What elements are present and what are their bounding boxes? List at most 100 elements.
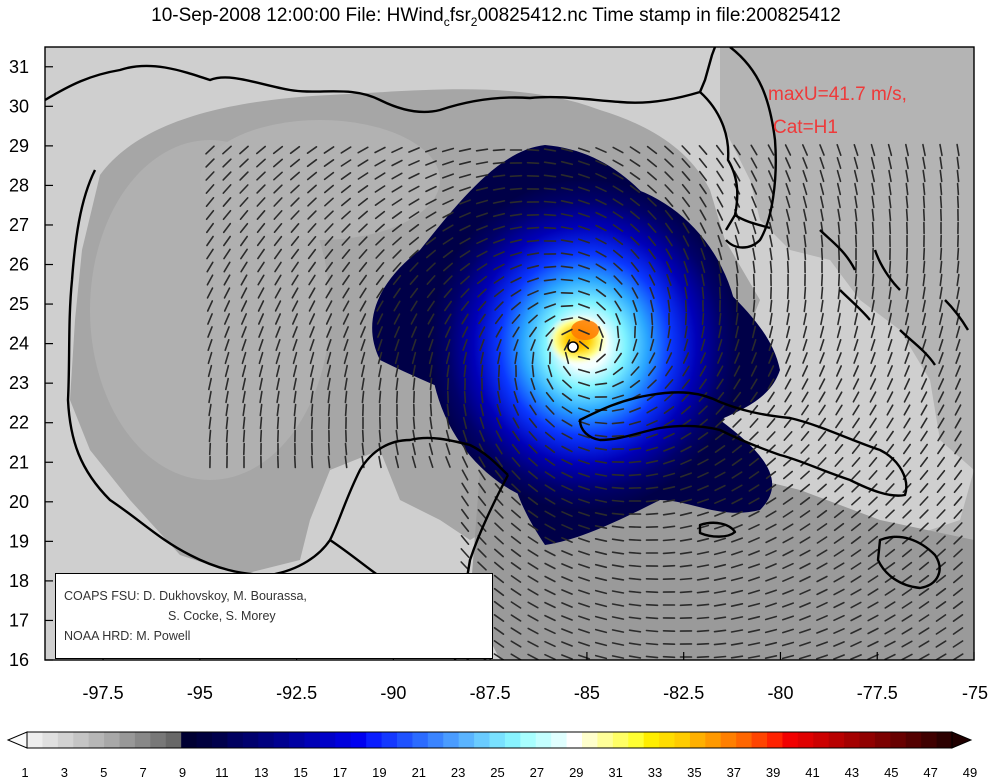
wind-vector xyxy=(357,159,369,167)
colorbar-swatch xyxy=(104,732,120,748)
wind-vector xyxy=(325,300,333,312)
wind-vector xyxy=(767,378,775,390)
wind-vector xyxy=(443,300,453,312)
wind-vector xyxy=(902,496,912,506)
wind-vector xyxy=(441,160,455,166)
wind-vector xyxy=(509,213,523,217)
wind-vector xyxy=(225,416,229,430)
lat-tick-label: 27 xyxy=(9,215,29,235)
wind-vector xyxy=(628,616,642,620)
wind-vector xyxy=(714,458,726,466)
wind-vector xyxy=(714,484,726,492)
colorbar-swatch xyxy=(736,732,752,748)
storm-max-wind xyxy=(571,320,599,340)
wind-vector xyxy=(527,509,539,519)
storm-center-marker xyxy=(567,341,579,353)
wind-vector xyxy=(662,564,676,568)
wind-vector xyxy=(820,273,824,287)
wind-vector xyxy=(904,365,910,377)
wind-vector xyxy=(461,313,469,325)
wind-vector xyxy=(476,225,488,231)
wind-vector xyxy=(309,351,315,365)
wind-vector xyxy=(901,588,913,596)
wind-vector xyxy=(713,550,727,556)
wind-vector xyxy=(561,523,573,531)
wind-vector xyxy=(802,182,808,196)
wind-vector xyxy=(815,654,829,660)
wind-vector xyxy=(544,614,556,622)
wind-vector xyxy=(888,286,892,300)
wind-vector xyxy=(514,377,518,391)
wind-vector xyxy=(561,497,573,505)
wind-vector xyxy=(206,222,214,234)
wind-vector xyxy=(799,602,811,608)
wind-vector xyxy=(781,602,795,608)
wind-vector xyxy=(426,287,436,299)
wind-vector xyxy=(310,455,314,469)
wind-vector xyxy=(938,365,944,377)
wind-vector xyxy=(495,430,503,442)
wind-vector xyxy=(884,588,896,596)
wind-vector xyxy=(734,325,740,339)
wind-vector xyxy=(918,640,930,648)
wind-vector xyxy=(785,183,791,195)
wind-vector xyxy=(395,377,399,391)
wind-vector xyxy=(938,312,944,326)
wind-vector xyxy=(662,551,676,555)
florida-keys xyxy=(734,213,771,230)
wind-vector xyxy=(408,198,420,206)
wind-vector xyxy=(513,339,519,351)
wind-vector xyxy=(664,184,674,194)
wind-vector xyxy=(867,535,879,545)
wind-vector xyxy=(561,432,573,440)
wind-vector xyxy=(800,470,810,480)
wind-vector xyxy=(682,222,690,234)
wind-vector xyxy=(750,391,758,403)
wind-vector xyxy=(646,419,658,427)
colorbar-swatch xyxy=(273,732,290,748)
wind-vector xyxy=(340,159,352,167)
wind-vector xyxy=(852,378,860,390)
wind-vector xyxy=(922,286,926,300)
wind-vector xyxy=(611,486,625,490)
wind-vector xyxy=(596,313,606,325)
wind-vector xyxy=(205,171,215,181)
wind-vector xyxy=(326,351,332,365)
wind-vector xyxy=(817,457,827,467)
wind-vector xyxy=(697,418,709,428)
wind-vector xyxy=(802,208,808,222)
wind-vector xyxy=(412,377,416,391)
wind-vector xyxy=(852,365,860,377)
jamaica xyxy=(698,521,737,538)
wind-vector xyxy=(767,391,775,403)
wind-vector xyxy=(510,276,522,284)
wind-vector xyxy=(530,339,536,351)
wind-vector xyxy=(560,147,574,153)
wind-vector xyxy=(919,443,929,455)
wind-vector xyxy=(547,339,553,351)
wind-vector xyxy=(429,429,433,443)
wind-vector xyxy=(936,469,946,481)
wind-vector xyxy=(819,169,825,183)
wind-vector xyxy=(802,338,808,352)
wind-vector xyxy=(208,377,212,391)
wind-vector xyxy=(937,443,945,455)
wind-vector xyxy=(222,222,232,234)
wind-vector xyxy=(527,640,539,648)
colorbar-labels: 1 3 5 7 9 11 13 15 17 19 21 23 25 27 29 31 33 35 37 39 41 43 4… xyxy=(21,765,977,780)
wind-vector xyxy=(645,642,659,646)
wind-vector xyxy=(273,248,283,260)
lat-tick-label: 19 xyxy=(9,531,29,551)
wind-vector xyxy=(684,325,688,339)
wind-vector xyxy=(492,148,506,152)
wind-vector xyxy=(358,249,368,259)
wind-vector xyxy=(309,364,315,378)
wind-vector xyxy=(734,352,740,364)
wind-vector xyxy=(803,247,807,261)
wind-vector xyxy=(292,351,298,365)
colorbar-swatch xyxy=(42,732,59,748)
wind-vector xyxy=(543,265,557,269)
wind-vector xyxy=(884,601,896,609)
wind-vector xyxy=(408,185,420,193)
wind-vector xyxy=(953,535,963,545)
